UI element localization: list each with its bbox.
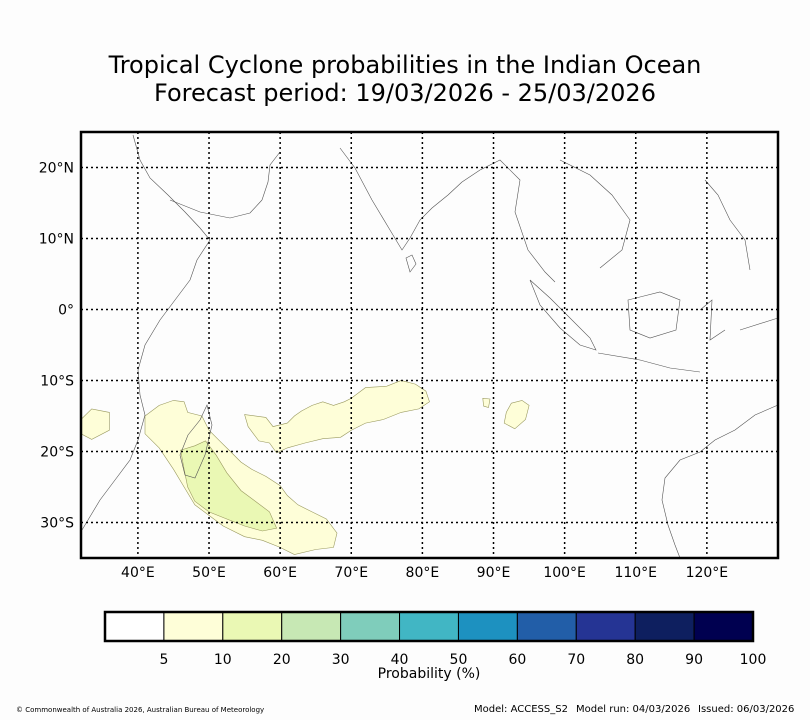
legend-tick-label: 70 — [567, 652, 585, 668]
legend-title: Probability (%) — [378, 666, 481, 682]
map-title-line-1: Tropical Cyclone probabilities in the In… — [108, 51, 702, 79]
longitude-label: 110°E — [614, 565, 657, 581]
legend-swatch — [399, 611, 459, 642]
legend-tick-label: 40 — [391, 652, 409, 668]
legend-tick-label: 30 — [332, 652, 350, 668]
model-run-date: Model run: 04/03/2026 — [576, 704, 691, 715]
legend-swatch — [634, 611, 695, 642]
legend-frame — [103, 610, 755, 643]
legend-swatch — [104, 611, 165, 642]
map-title-line-2: Forecast period: 19/03/2026 - 25/03/2026 — [154, 79, 656, 107]
legend-tick-label: 80 — [626, 652, 644, 668]
legend-tick-label: 90 — [685, 652, 703, 668]
probability-region-4 — [244, 380, 430, 454]
legend-tick-label: 50 — [450, 652, 468, 668]
legend-swatch — [281, 611, 342, 642]
legend-tick-label: 10 — [214, 652, 232, 668]
legend-tick-label: 5 — [159, 652, 168, 668]
probability-region-3 — [180, 440, 278, 532]
legend-swatch — [516, 611, 577, 642]
legend-tick-label: 60 — [508, 652, 526, 668]
latitude-label: 0° — [58, 303, 74, 319]
legend-swatch — [575, 611, 636, 642]
probability-region-1 — [80, 408, 110, 440]
legend-swatch — [693, 611, 754, 642]
longitude-label: 90°E — [477, 565, 511, 581]
latitude-label: 30°S — [40, 516, 74, 532]
latitude-label: 20°S — [40, 445, 74, 461]
longitude-label: 70°E — [334, 565, 368, 581]
legend-tick-label: 20 — [273, 652, 291, 668]
longitude-label: 60°E — [263, 565, 297, 581]
longitude-label: 50°E — [192, 565, 226, 581]
legend-swatch — [163, 611, 224, 642]
latitude-label: 10°N — [39, 232, 74, 248]
legend-tick-label: 100 — [740, 652, 767, 668]
legend-swatch — [222, 611, 283, 642]
coastlines — [81, 134, 779, 559]
copyright-note: © Commonwealth of Australia 2026, Austra… — [16, 706, 265, 714]
probability-regions — [80, 380, 530, 555]
longitude-label: 100°E — [543, 565, 586, 581]
probability-region-2 — [144, 400, 338, 555]
axis-tick-labels: 40°E 50°E 60°E 70°E 80°E 90°E 100°E 110°E 120°E 2… — [39, 161, 728, 582]
probability-region-6 — [482, 397, 491, 408]
latitude-label: 10°S — [40, 374, 74, 390]
longitude-label: 80°E — [406, 565, 440, 581]
probability-region-5 — [503, 400, 530, 430]
probability-legend: 5 10 20 30 40 50 60 70 80 90 100 Probability (%) — [103, 610, 767, 682]
map-frame — [79, 130, 780, 560]
longitude-label: 120°E — [686, 565, 729, 581]
legend-swatch — [340, 611, 401, 642]
latitude-label: 20°N — [39, 161, 74, 177]
model-name: Model: ACCESS_S2 — [474, 704, 568, 715]
legend-swatch — [457, 611, 518, 642]
issued-date: Issued: 06/03/2026 — [698, 704, 795, 715]
longitude-label: 40°E — [121, 565, 155, 581]
graticule — [81, 132, 778, 558]
